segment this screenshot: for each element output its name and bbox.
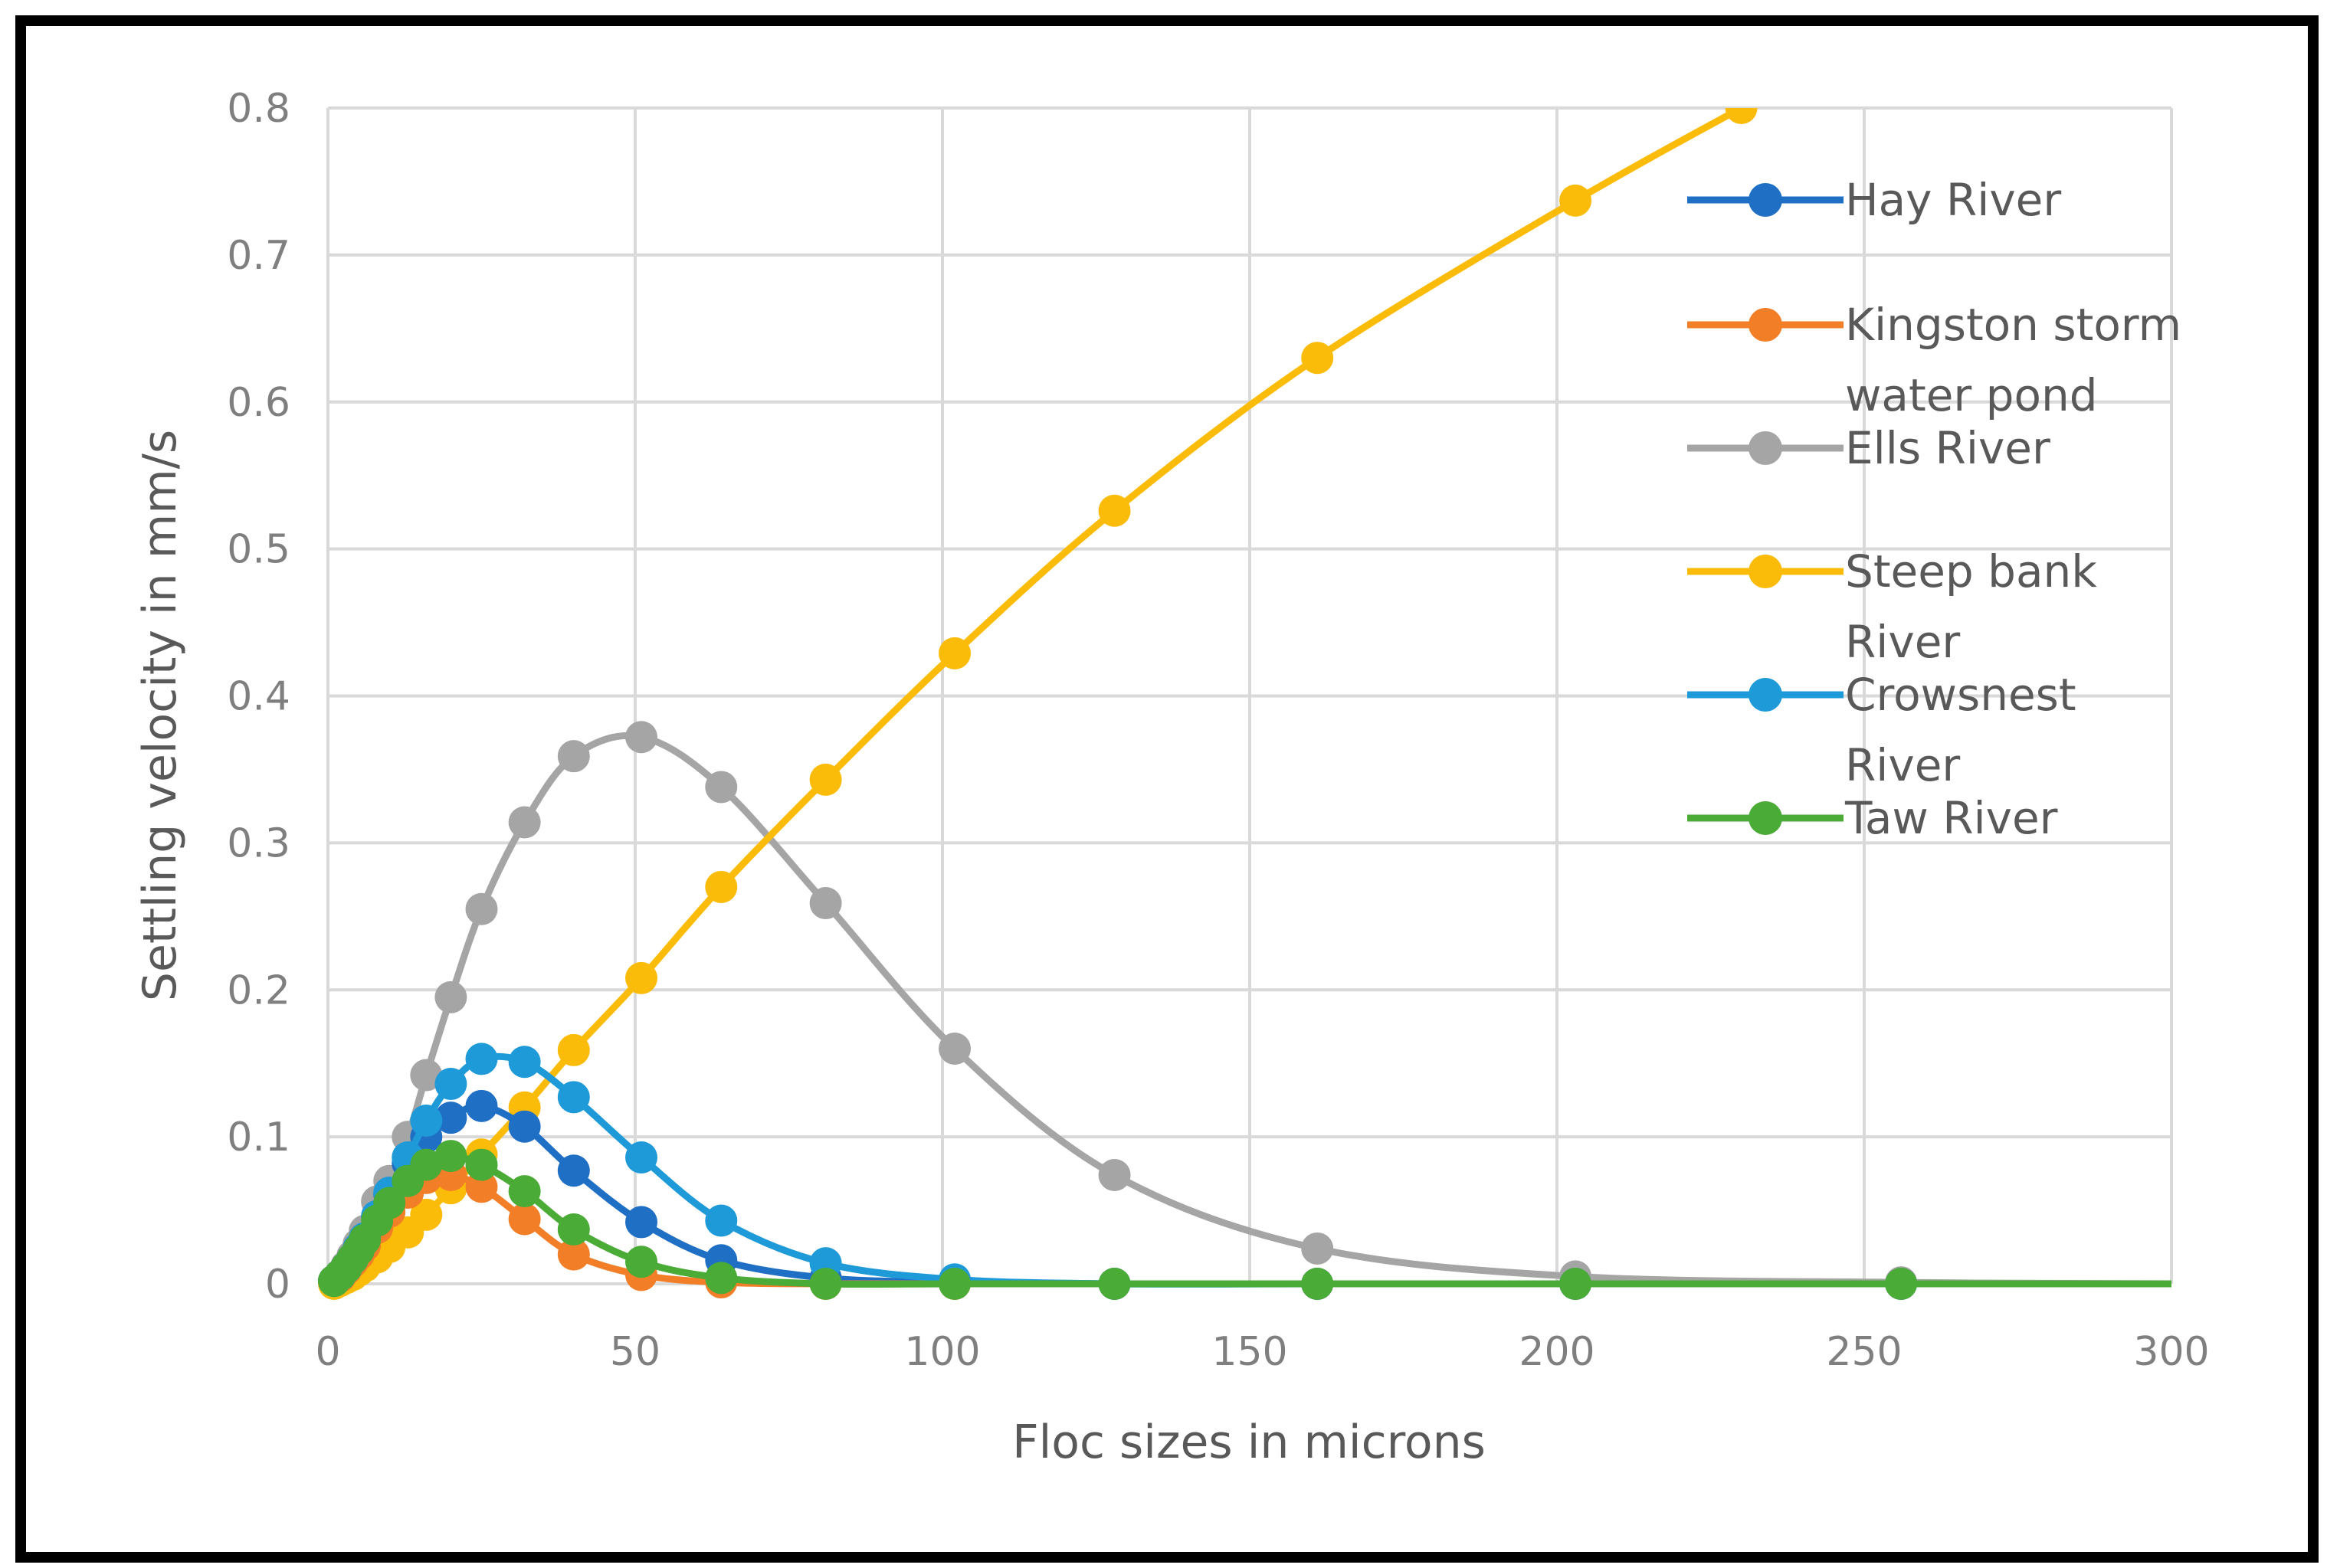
data-point-taw-river [1098,1268,1131,1300]
legend-swatch-marker [1749,431,1782,465]
y-tick-label: 0.6 [227,380,290,426]
data-point-hay-river [557,1154,590,1187]
y-tick-label: 0.5 [227,527,290,573]
data-point-taw-river [705,1262,738,1295]
data-point-steep-bank-river [410,1198,443,1231]
legend-swatch-marker [1749,678,1782,712]
data-point-crowsnest-river [410,1105,443,1138]
data-point-steep-bank-river [1725,108,1758,124]
legend-entry-ells-river: Ells River [1687,422,2050,474]
legend-entry-crowsnest-river: Crowsnest River [1687,669,2076,791]
legend-label: water pond [1845,369,2098,421]
x-axis-label: Floc sizes in microns [1012,1416,1486,1469]
data-point-crowsnest-river [705,1204,738,1237]
y-tick-label: 0.1 [227,1115,290,1160]
legend-swatch-marker [1749,183,1782,217]
data-point-ells-river [1301,1232,1334,1265]
data-point-crowsnest-river [557,1081,590,1114]
legend-label: River [1845,616,1960,668]
data-point-steep-bank-river [557,1033,590,1066]
data-point-ells-river [557,740,590,773]
data-point-taw-river [557,1213,590,1246]
data-point-hay-river [625,1206,658,1239]
data-point-kingston-storm-water-pond [557,1238,590,1271]
legend-swatch-marker [1749,308,1782,342]
legend-entry-steep-bank-river: Steep bank River [1687,545,2097,668]
y-tick-label: 0.8 [227,86,290,132]
data-point-taw-river [373,1187,406,1219]
legend-label: Kingston storm [1845,299,2181,351]
x-tick-label: 50 [610,1329,660,1375]
data-point-taw-river [809,1268,842,1300]
data-point-ells-river [625,721,658,754]
tick-labels: 0 50 100 150 200 250 300 0 0.1 0.2 0.3 0.4 0.5 0.6 0.7… [227,86,2209,1375]
x-tick-label: 100 [904,1329,980,1375]
x-tick-label: 250 [1826,1329,1902,1375]
series-taw-river [318,1140,2171,1300]
y-tick-label: 0.4 [227,674,290,720]
data-point-steep-bank-river [809,763,842,796]
y-tick-label: 0.7 [227,233,290,279]
data-point-crowsnest-river [465,1043,498,1075]
data-point-steep-bank-river [625,961,658,994]
data-point-crowsnest-river [508,1046,541,1079]
x-tick-label: 200 [1519,1329,1594,1375]
data-point-ells-river [939,1033,972,1065]
legend-label: Steep bank [1845,545,2097,597]
chart-frame: 0 50 100 150 200 250 300 0 0.1 0.2 0.3 0.4 0.5 0.6 0.7… [15,15,2319,1563]
data-point-steep-bank-river [1098,494,1131,527]
data-point-ells-river [434,980,467,1013]
legend-label: River [1845,739,1960,791]
data-point-ells-river [809,887,842,920]
data-point-taw-river [1885,1268,1918,1300]
data-point-taw-river [508,1175,541,1208]
data-point-hay-river [434,1102,467,1134]
data-point-crowsnest-river [625,1141,658,1174]
data-point-taw-river [1301,1268,1334,1300]
data-point-steep-bank-river [939,637,972,669]
data-point-taw-river [625,1246,658,1278]
legend-label: Taw River [1844,792,2058,844]
data-point-kingston-storm-water-pond [465,1170,498,1203]
data-point-taw-river [1559,1268,1592,1300]
data-point-steep-bank-river [1559,184,1592,217]
data-point-steep-bank-river [1301,342,1334,375]
x-tick-label: 150 [1211,1329,1287,1375]
data-point-kingston-storm-water-pond [508,1203,541,1236]
y-tick-label: 0.2 [227,967,290,1013]
legend-label: Ells River [1845,422,2050,474]
x-tick-label: 300 [2133,1329,2209,1375]
data-point-taw-river [939,1268,972,1300]
data-point-ells-river [1098,1159,1131,1192]
data-point-hay-river [508,1110,541,1143]
data-point-taw-river [410,1148,443,1181]
y-tick-label: 0.3 [227,820,290,866]
data-point-taw-river [465,1148,498,1181]
legend-swatch-marker [1749,801,1782,835]
data-point-taw-river [434,1140,467,1173]
data-point-hay-river [465,1089,498,1122]
legend-entry-taw-river: Taw River [1687,792,2058,844]
data-point-ells-river [410,1059,443,1092]
legend-label: Crowsnest [1845,669,2076,721]
data-point-steep-bank-river [705,870,738,903]
x-tick-label: 0 [315,1329,340,1375]
data-point-ells-river [508,806,541,839]
data-point-ells-river [465,892,498,925]
y-tick-label: 0 [265,1262,290,1308]
settling-velocity-chart: 0 50 100 150 200 250 300 0 0.1 0.2 0.3 0.4 0.5 0.6 0.7… [133,86,2210,1469]
legend-entry-kingston-storm-water-pond: Kingston storm water pond [1687,299,2181,421]
data-point-ells-river [705,771,738,804]
legend-label: Hay River [1845,174,2061,226]
legend-swatch-marker [1749,555,1782,588]
series [318,108,2171,1300]
legend-entry-hay-river: Hay River [1687,174,2061,226]
y-axis-label: Settling velocity in mm/s [133,430,187,1001]
data-point-crowsnest-river [434,1068,467,1101]
